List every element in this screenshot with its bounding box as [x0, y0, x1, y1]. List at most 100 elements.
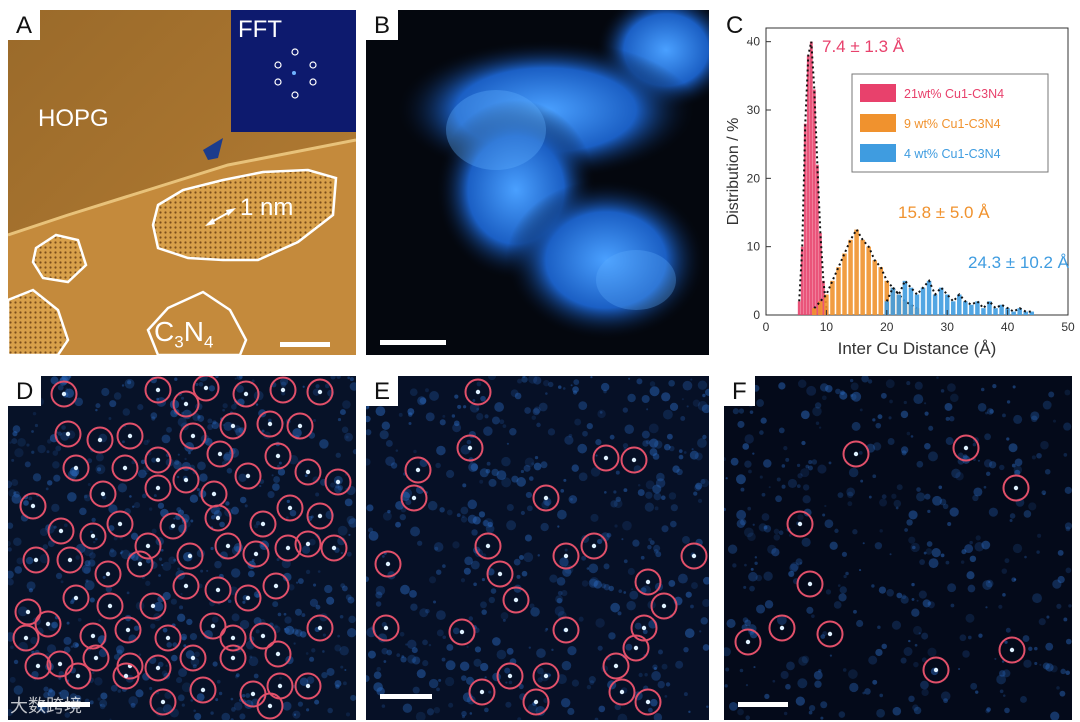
speckle: [637, 489, 645, 497]
speckle: [409, 589, 417, 598]
speckle: [988, 580, 991, 584]
histogram-bar: [821, 280, 825, 315]
single-atom: [200, 687, 206, 693]
single-atom: [287, 505, 293, 511]
speckle: [454, 394, 459, 399]
speckle: [94, 677, 103, 686]
speckle: [623, 559, 628, 564]
speckle: [69, 693, 78, 701]
speckle: [603, 563, 610, 570]
atom-circle: [634, 688, 662, 716]
speckle: [748, 571, 758, 582]
speckle: [88, 559, 96, 567]
speckle: [173, 460, 182, 470]
speckle: [24, 461, 31, 468]
speckle: [822, 395, 827, 401]
speckle: [936, 376, 939, 379]
speckle: [396, 653, 401, 658]
speckle: [1020, 695, 1027, 703]
speckle: [744, 563, 747, 567]
speckle: [825, 589, 832, 595]
atom-circle: [242, 540, 270, 568]
single-atom: [285, 545, 291, 551]
legend-entry: 4 wt% Cu1-C3N4: [904, 147, 1001, 161]
speckle: [419, 397, 427, 405]
atom-circle: [79, 622, 107, 650]
speckle: [63, 646, 71, 654]
atom-circle: [650, 592, 678, 620]
speckle: [1059, 690, 1066, 697]
speckle: [349, 382, 356, 391]
speckle: [442, 635, 447, 640]
speckle: [906, 431, 911, 436]
speckle: [368, 531, 379, 541]
speckle: [157, 502, 165, 509]
speckle: [330, 482, 336, 488]
single-atom: [250, 691, 256, 697]
speckle: [221, 712, 231, 720]
x-tick-label: 30: [941, 320, 955, 334]
speckle: [912, 625, 923, 635]
speckle: [347, 376, 351, 380]
speckle: [824, 519, 834, 529]
speckle: [344, 668, 347, 671]
speckle: [11, 438, 18, 445]
atom-circle: [114, 616, 142, 644]
speckle: [37, 444, 46, 454]
speckle: [540, 522, 549, 532]
speckle: [650, 698, 658, 707]
speckle: [835, 388, 841, 395]
speckle: [951, 468, 961, 479]
speckle: [429, 390, 439, 401]
speckle: [254, 524, 259, 529]
speckle: [1064, 389, 1071, 396]
speckle: [466, 439, 472, 445]
speckle: [267, 491, 275, 499]
speckle: [428, 643, 432, 647]
atom-circle: [206, 440, 234, 468]
speckle: [829, 541, 838, 550]
speckle: [597, 645, 603, 651]
speckle: [1044, 468, 1051, 475]
single-atom: [485, 543, 491, 549]
speckle: [900, 410, 909, 419]
speckle: [485, 468, 491, 474]
speckle: [949, 415, 955, 422]
speckle: [89, 552, 96, 559]
speckle: [649, 448, 658, 457]
speckle: [366, 429, 372, 436]
single-atom: [230, 655, 236, 661]
speckle: [947, 383, 956, 392]
legend-entry: 21wt% Cu1-C3N4: [904, 87, 1004, 101]
speckle: [130, 553, 139, 561]
speckle: [366, 576, 370, 582]
speckle: [588, 578, 598, 588]
speckle: [292, 428, 302, 438]
speckle: [924, 411, 929, 416]
speckle: [672, 465, 680, 473]
speckle: [212, 420, 217, 425]
histogram-bar: [957, 294, 962, 315]
speckle: [859, 408, 863, 412]
speckle: [586, 423, 593, 430]
speckle: [652, 453, 660, 460]
speckle: [471, 529, 478, 536]
speckle: [242, 600, 246, 604]
speckle: [427, 500, 438, 511]
speckle: [743, 585, 747, 589]
speckle: [531, 415, 537, 420]
speckle: [949, 507, 959, 517]
speckle: [171, 654, 178, 662]
speckle: [805, 464, 810, 469]
speckle: [460, 506, 469, 515]
fit-curve: [798, 41, 828, 309]
speckle: [701, 404, 709, 414]
speckle: [32, 473, 42, 482]
atom-circle: [264, 640, 292, 668]
single-atom: [73, 595, 79, 601]
speckle: [53, 525, 57, 529]
speckle: [108, 504, 118, 514]
speckle: [283, 627, 287, 631]
atom-circle: [144, 446, 172, 474]
